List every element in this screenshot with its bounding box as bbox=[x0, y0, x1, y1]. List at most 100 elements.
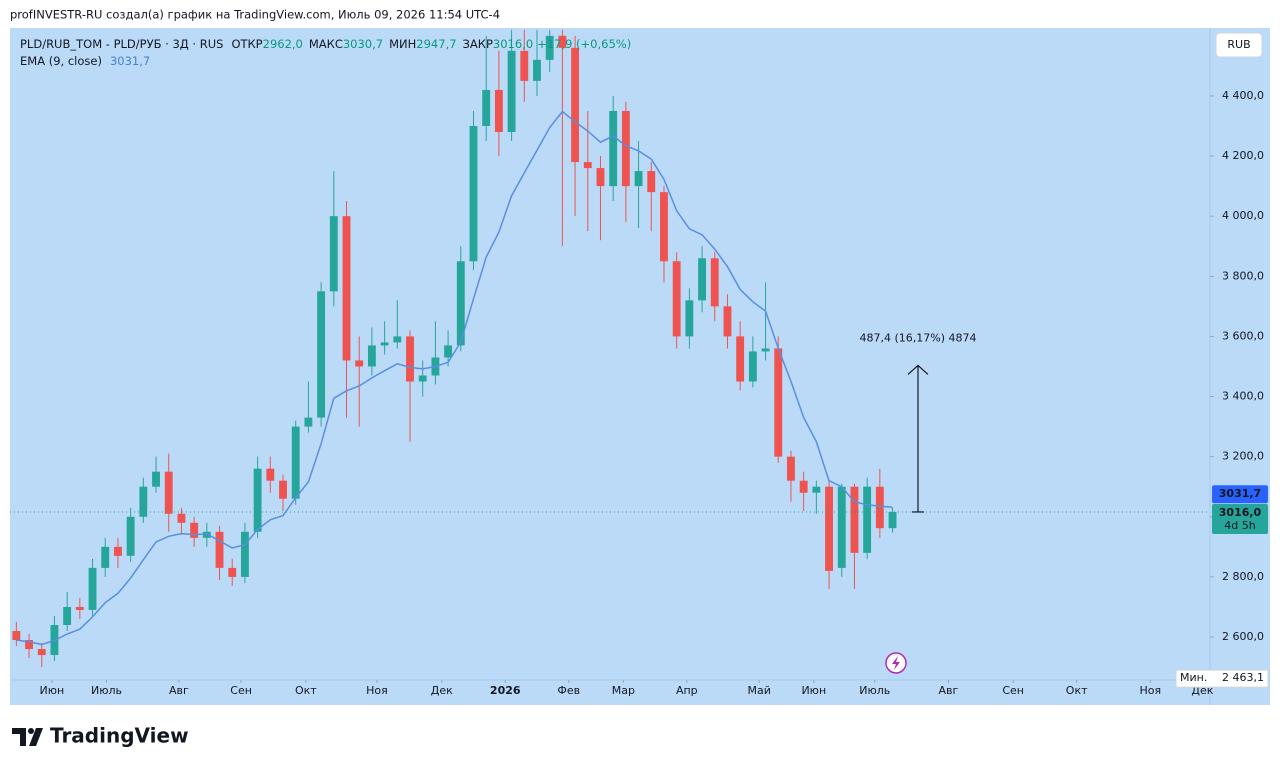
candle-body bbox=[799, 480, 808, 493]
candle-body bbox=[850, 486, 859, 553]
candle-body bbox=[723, 306, 732, 337]
candle-body bbox=[863, 486, 872, 553]
candle-body bbox=[202, 531, 211, 538]
candle-body bbox=[25, 640, 33, 650]
x-tick-label: Окт bbox=[1066, 684, 1088, 697]
candle-body bbox=[761, 348, 770, 352]
candle-body bbox=[266, 468, 275, 481]
candle-body bbox=[672, 261, 681, 337]
low-value: 2947,7 bbox=[416, 37, 456, 51]
x-tick-label: Июль bbox=[91, 684, 122, 697]
candle-body bbox=[75, 606, 84, 610]
candle-body bbox=[533, 59, 541, 81]
candle-body bbox=[114, 546, 122, 556]
x-tick-label: Ноя bbox=[1140, 684, 1162, 697]
y-tick-label: 3 800,0 bbox=[1222, 269, 1264, 282]
min-label: 2 463,1 bbox=[1222, 671, 1264, 684]
candle-body bbox=[317, 291, 326, 418]
x-tick-label: Ноя bbox=[366, 684, 388, 697]
candle-body bbox=[253, 468, 262, 532]
candle-body bbox=[507, 50, 516, 133]
candle-body bbox=[164, 471, 173, 514]
y-tick-label: 4 200,0 bbox=[1222, 149, 1264, 162]
candle-body bbox=[342, 216, 351, 361]
close-value: 3016,0 bbox=[493, 37, 533, 51]
candle-body bbox=[63, 606, 72, 625]
candle-body bbox=[469, 125, 478, 262]
y-tick-label: 2 800,0 bbox=[1222, 570, 1264, 583]
candle-body bbox=[240, 531, 249, 577]
measure-arrowhead bbox=[907, 364, 929, 375]
candle-body bbox=[812, 486, 821, 493]
y-tick-label: 3 400,0 bbox=[1222, 390, 1264, 403]
x-tick-label: 2026 bbox=[490, 684, 521, 697]
candle-body bbox=[367, 345, 376, 367]
x-tick-label: Дек bbox=[431, 684, 453, 697]
measure-label: 487,4 (16,17%) 4874 bbox=[859, 331, 976, 344]
candle-body bbox=[456, 261, 465, 346]
candle-body bbox=[190, 522, 199, 538]
brand: TradingView bbox=[50, 724, 189, 748]
y-tick-label: 4 400,0 bbox=[1222, 89, 1264, 102]
candle-body bbox=[647, 171, 656, 193]
candle-body bbox=[748, 351, 757, 382]
candle-body bbox=[126, 516, 135, 556]
legend-ema: EMA (9, close) 3031,7 bbox=[20, 54, 150, 68]
candle-body bbox=[583, 162, 592, 169]
candle-body bbox=[571, 47, 580, 163]
x-tick-label: Фев bbox=[557, 684, 580, 697]
currency[interactable]: RUB bbox=[1227, 38, 1250, 51]
x-tick-label: Апр bbox=[676, 684, 698, 697]
chart-background bbox=[10, 28, 1270, 705]
candle-body bbox=[596, 168, 605, 187]
candle-body bbox=[837, 486, 846, 568]
candle-body bbox=[139, 486, 148, 517]
logo-part bbox=[28, 728, 34, 734]
candle-body bbox=[888, 511, 897, 529]
ema-line bbox=[16, 110, 893, 646]
attribution: profINVESTR-RU создал(а) график на Tradi… bbox=[10, 8, 500, 22]
candle-body bbox=[329, 216, 338, 292]
ema-price-box bbox=[1212, 485, 1268, 504]
candle-body bbox=[482, 89, 491, 126]
candle-body bbox=[787, 456, 795, 481]
change-value: +17,9 (+0,65%) bbox=[537, 37, 631, 51]
countdown: 4d 5h bbox=[1224, 519, 1255, 532]
candle-body bbox=[609, 110, 618, 187]
candle-body bbox=[215, 531, 224, 568]
x-tick-label: Сен bbox=[230, 684, 252, 697]
candle-body bbox=[393, 336, 402, 343]
candle-body bbox=[101, 546, 110, 568]
candle-body bbox=[88, 567, 97, 610]
y-tick-label: 4 000,0 bbox=[1222, 209, 1264, 222]
candle-body bbox=[736, 336, 745, 382]
x-tick-label: Окт bbox=[295, 684, 317, 697]
candle-body bbox=[520, 50, 529, 81]
candle-body bbox=[685, 300, 694, 337]
candle-body bbox=[494, 89, 503, 133]
candle-body bbox=[152, 471, 160, 487]
low-name: МИН bbox=[389, 37, 416, 51]
event-icon-bolt bbox=[892, 656, 900, 670]
logo-part bbox=[29, 728, 43, 746]
y-tick-label: 3 600,0 bbox=[1222, 329, 1264, 342]
candle-body bbox=[12, 631, 21, 641]
candle-body bbox=[545, 35, 554, 60]
candle-body bbox=[37, 649, 46, 656]
x-tick-label: Июль bbox=[859, 684, 890, 697]
high-name: МАКС bbox=[309, 37, 343, 51]
candle-body bbox=[558, 35, 567, 48]
y-tick-label: 3 200,0 bbox=[1222, 450, 1264, 463]
candle-body bbox=[710, 258, 719, 307]
x-tick-label: Сен bbox=[1002, 684, 1024, 697]
x-tick-label: Июн bbox=[40, 684, 65, 697]
min-box bbox=[1175, 669, 1269, 688]
candle-body bbox=[291, 426, 300, 499]
x-tick-label: Авг bbox=[169, 684, 189, 697]
candle-body bbox=[634, 171, 643, 187]
candle-body bbox=[660, 192, 668, 262]
currency-button[interactable] bbox=[1215, 32, 1263, 58]
candle-body bbox=[279, 480, 287, 499]
close-price-label: 3016,0 bbox=[1219, 506, 1262, 519]
